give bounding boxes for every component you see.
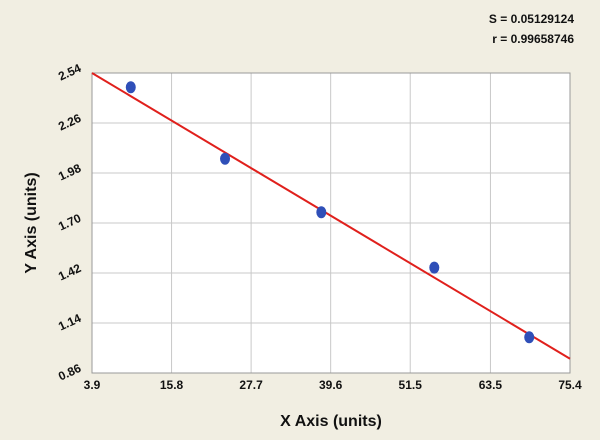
- x-tick-label: 51.5: [399, 378, 423, 392]
- x-tick-label: 39.6: [319, 378, 343, 392]
- data-point: [524, 331, 535, 344]
- x-tick-label: 15.8: [160, 378, 184, 392]
- stat-s: S = 0.05129124: [489, 12, 574, 26]
- x-tick-label: 27.7: [239, 378, 263, 392]
- x-tick-label: 63.5: [479, 378, 503, 392]
- x-tick-label: 3.9: [84, 378, 101, 392]
- data-point: [316, 206, 327, 219]
- x-tick-label: 75.4: [558, 378, 582, 392]
- plot-border: [91, 72, 571, 374]
- data-point: [125, 81, 136, 94]
- data-point: [220, 152, 231, 165]
- y-axis-title: Y Axis (units): [23, 172, 40, 273]
- data-point: [429, 261, 440, 274]
- fit-line: [91, 72, 571, 360]
- x-axis-title: X Axis (units): [280, 413, 382, 430]
- stat-r: r = 0.99658746: [492, 32, 574, 46]
